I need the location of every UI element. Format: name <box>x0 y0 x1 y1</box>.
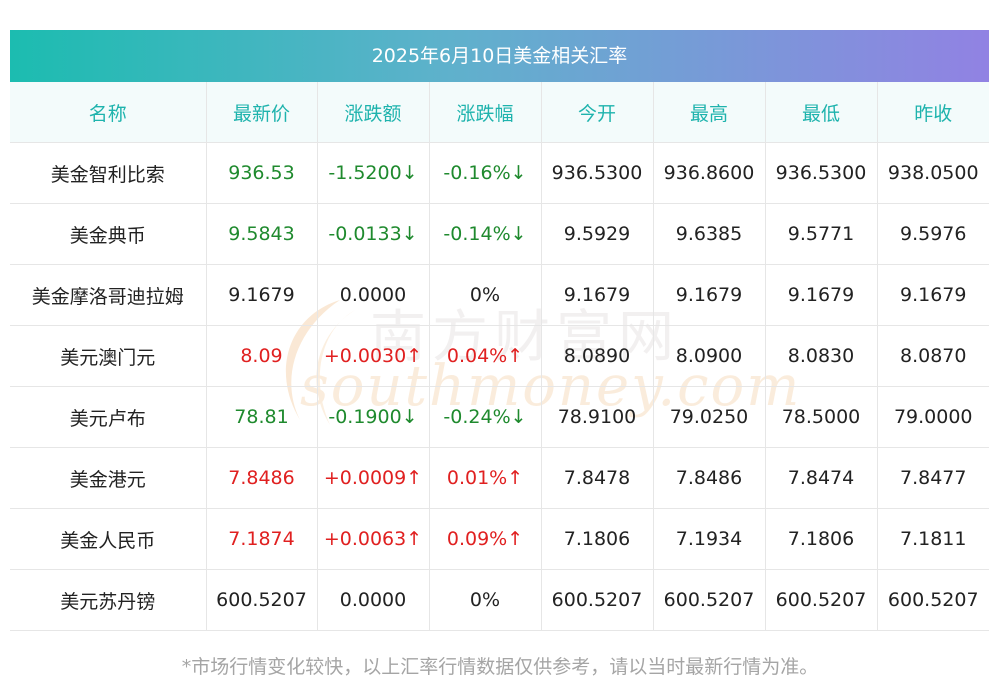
column-header-high: 最高 <box>653 82 766 143</box>
cell-open: 8.0890 <box>541 325 654 387</box>
disclaimer-footnote: *市场行情变化较快，以上汇率行情数据仅供参考，请以当时最新行情为准。 <box>181 656 819 678</box>
table-row: 美金典币 9.5843 -0.0133↓ -0.14%↓ 9.5929 9.6385 9.5… <box>10 203 989 265</box>
cell-prev: 600.5207 <box>877 569 989 631</box>
column-header-low: 最低 <box>765 82 878 143</box>
table-row: 美金人民币 7.1874 +0.0063↑ 0.09%↑ 7.1806 7.1934 7.1… <box>10 508 989 570</box>
cell-low: 600.5207 <box>765 569 878 631</box>
cell-name: 美元苏丹镑 <box>10 569 207 631</box>
cell-low: 9.5771 <box>765 203 878 265</box>
cell-open: 936.5300 <box>541 142 654 204</box>
cell-open: 9.1679 <box>541 264 654 326</box>
table-row: 美元苏丹镑 600.5207 0.0000 0% 600.5207 600.5207 600… <box>10 569 989 631</box>
cell-change: +0.0009↑ <box>317 447 430 509</box>
cell-prev: 9.1679 <box>877 264 989 326</box>
cell-low: 8.0830 <box>765 325 878 387</box>
cell-name: 美金典币 <box>10 203 207 265</box>
cell-latest: 7.1874 <box>206 508 318 570</box>
cell-latest: 600.5207 <box>206 569 318 631</box>
table-title: 2025年6月10日美金相关汇率 <box>10 30 989 82</box>
cell-high: 9.1679 <box>653 264 766 326</box>
cell-pct: 0.04%↑ <box>429 325 542 387</box>
cell-prev: 7.1811 <box>877 508 989 570</box>
cell-open: 7.8478 <box>541 447 654 509</box>
cell-pct: -0.14%↓ <box>429 203 542 265</box>
cell-pct: -0.16%↓ <box>429 142 542 204</box>
cell-name: 美金人民币 <box>10 508 207 570</box>
cell-pct: -0.24%↓ <box>429 386 542 448</box>
table-header-row: 名称 最新价 涨跌额 涨跌幅 今开 最高 最低 昨收 <box>10 82 989 143</box>
cell-pct: 0.09%↑ <box>429 508 542 570</box>
table-row: 美金智利比索 936.53 -1.5200↓ -0.16%↓ 936.5300 936.8… <box>10 142 989 204</box>
cell-low: 78.5000 <box>765 386 878 448</box>
cell-change: -0.1900↓ <box>317 386 430 448</box>
cell-prev: 7.8477 <box>877 447 989 509</box>
cell-name: 美金摩洛哥迪拉姆 <box>10 264 207 326</box>
cell-high: 600.5207 <box>653 569 766 631</box>
cell-change: 0.0000 <box>317 264 430 326</box>
column-header-change: 涨跌额 <box>317 82 430 143</box>
exchange-rate-table: 名称 最新价 涨跌额 涨跌幅 今开 最高 最低 昨收 美金智利比索 936.53-… <box>10 82 989 631</box>
cell-latest: 9.1679 <box>206 264 318 326</box>
cell-low: 7.8474 <box>765 447 878 509</box>
table-row: 美金港元 7.8486 +0.0009↑ 0.01%↑ 7.8478 7.8486 7.84… <box>10 447 989 509</box>
cell-change: +0.0063↑ <box>317 508 430 570</box>
cell-prev: 9.5976 <box>877 203 989 265</box>
exchange-rate-panel: 2025年6月10日美金相关汇率 名称 最新价 涨跌额 涨跌幅 今开 最高 最低… <box>10 30 989 631</box>
cell-high: 7.1934 <box>653 508 766 570</box>
cell-low: 936.5300 <box>765 142 878 204</box>
cell-open: 9.5929 <box>541 203 654 265</box>
cell-name: 美金智利比索 <box>10 142 207 204</box>
cell-high: 79.0250 <box>653 386 766 448</box>
cell-name: 美元卢布 <box>10 386 207 448</box>
cell-pct: 0% <box>429 264 542 326</box>
cell-open: 600.5207 <box>541 569 654 631</box>
cell-high: 936.8600 <box>653 142 766 204</box>
cell-latest: 78.81 <box>206 386 318 448</box>
cell-high: 7.8486 <box>653 447 766 509</box>
column-header-name: 名称 <box>10 82 207 143</box>
column-header-latest: 最新价 <box>206 82 318 143</box>
cell-change: -1.5200↓ <box>317 142 430 204</box>
cell-open: 78.9100 <box>541 386 654 448</box>
cell-high: 9.6385 <box>653 203 766 265</box>
cell-name: 美金港元 <box>10 447 207 509</box>
table-row: 美元卢布 78.81 -0.1900↓ -0.24%↓ 78.9100 79.0250 78… <box>10 386 989 448</box>
cell-latest: 8.09 <box>206 325 318 387</box>
cell-change: +0.0030↑ <box>317 325 430 387</box>
cell-prev: 8.0870 <box>877 325 989 387</box>
column-header-pct: 涨跌幅 <box>429 82 542 143</box>
cell-pct: 0.01%↑ <box>429 447 542 509</box>
cell-name: 美元澳门元 <box>10 325 207 387</box>
cell-prev: 79.0000 <box>877 386 989 448</box>
cell-latest: 7.8486 <box>206 447 318 509</box>
table-row: 美元澳门元 8.09 +0.0030↑ 0.04%↑ 8.0890 8.0900 8.083… <box>10 325 989 387</box>
column-header-open: 今开 <box>541 82 654 143</box>
cell-prev: 938.0500 <box>877 142 989 204</box>
cell-low: 7.1806 <box>765 508 878 570</box>
cell-pct: 0% <box>429 569 542 631</box>
column-header-prev: 昨收 <box>877 82 989 143</box>
cell-latest: 936.53 <box>206 142 318 204</box>
cell-change: 0.0000 <box>317 569 430 631</box>
cell-high: 8.0900 <box>653 325 766 387</box>
cell-low: 9.1679 <box>765 264 878 326</box>
cell-latest: 9.5843 <box>206 203 318 265</box>
table-row: 美金摩洛哥迪拉姆 9.1679 0.0000 0% 9.1679 9.1679 9.1679… <box>10 264 989 326</box>
cell-change: -0.0133↓ <box>317 203 430 265</box>
cell-open: 7.1806 <box>541 508 654 570</box>
